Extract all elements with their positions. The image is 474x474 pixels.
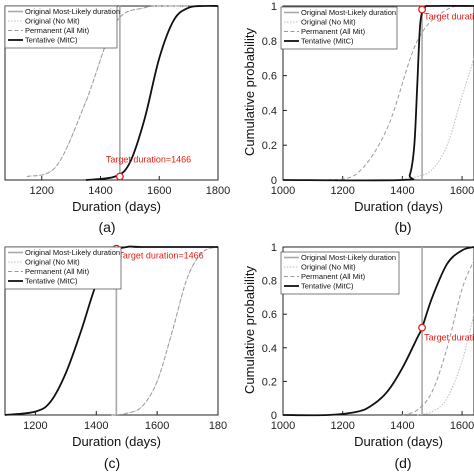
panel-caption: (c): [104, 455, 120, 471]
legend-label: Tentative (MitC): [25, 36, 78, 45]
chart-panel-d: 1000 1200 1400 1600 0 0.2 0.4 0.6 0.8 1 Duration (…: [242, 242, 474, 471]
x-tick-label: 1200: [330, 420, 354, 432]
plot-area: [283, 4, 474, 182]
legend-box: [4, 246, 122, 290]
plot-frame: [282, 246, 474, 416]
series-line-all-mit: [111, 246, 218, 416]
x-tick-label: 180: [209, 420, 227, 432]
legend-label: Original (No Mit): [301, 18, 356, 27]
legend-label: Tentative (MitC): [301, 37, 354, 46]
legend-label: Original (No Mit): [25, 17, 80, 26]
target-marker: [418, 323, 427, 332]
legend-label: Tentative (MitC): [301, 282, 354, 291]
x-axis-label: Duration (days): [354, 434, 443, 449]
target-marker: [418, 5, 427, 14]
x-tick-label: 1400: [390, 420, 414, 432]
target-annotation: Target duratio: [424, 333, 474, 343]
y-tick-label: 0.2: [262, 140, 277, 152]
x-tick-label: 1600: [450, 420, 474, 432]
legend-label: Permanent (All Mit): [301, 272, 366, 281]
legend-label: Tentative (MitC): [25, 277, 78, 286]
x-axis-label: Duration (days): [72, 199, 161, 214]
y-tick-label: 0.6: [262, 71, 277, 83]
legend-label: Permanent (All Mit): [25, 26, 90, 35]
panel-caption: (a): [98, 219, 115, 235]
x-tick-label: 1000: [271, 420, 295, 432]
panel-caption: (b): [394, 219, 411, 235]
x-tick-label: 1600: [145, 420, 169, 432]
x-tick-label: 1400: [88, 185, 112, 197]
x-tick-label: 1600: [147, 185, 171, 197]
y-tick-label: 0.8: [262, 276, 277, 288]
chart-panel-b: 1000 1200 1400 1600 0 0.2 0.4 0.6 0.8 1 Duration (…: [242, 1, 474, 235]
y-tick-label: 0.4: [262, 343, 277, 355]
y-tick-label: 0.4: [262, 105, 277, 117]
target-marker: [115, 172, 124, 181]
chart-panel-c: 1200 1400 1600 180 Duration (days) Target dur…: [4, 244, 227, 471]
legend-label: Original (No Mit): [301, 263, 356, 272]
target-annotation: Target duration=1466: [106, 155, 191, 165]
y-axis-label: Cumulative probability: [242, 266, 257, 394]
x-axis-label: Duration (days): [72, 434, 161, 449]
legend-box: [4, 5, 118, 49]
legend-box: [280, 251, 400, 295]
x-tick-label: 1400: [84, 420, 108, 432]
y-tick-label: 1: [271, 242, 277, 254]
y-tick-label: 1: [271, 1, 277, 13]
series-line-no-mit: [111, 246, 218, 416]
panel-caption: (d): [394, 455, 411, 471]
chart-panel-a: 1200 1400 1600 1800 Duration (days) Target du…: [4, 4, 230, 235]
x-tick-label: 1600: [450, 185, 474, 197]
series-line-mitc: [283, 4, 474, 182]
x-axis-label: Duration (days): [354, 199, 443, 214]
legend-label: Original Most-Likely duration: [301, 253, 396, 262]
series-line-all-mit: [327, 5, 474, 181]
y-axis-label: Cumulative probability: [242, 28, 257, 156]
y-tick-label: 0.8: [262, 36, 277, 48]
legend-label: Original (No Mit): [25, 258, 80, 267]
series-line-mitc: [5, 245, 218, 416]
y-tick-label: 0.2: [262, 376, 277, 388]
x-tick-label: 1200: [330, 185, 354, 197]
y-tick-label: 0.6: [262, 309, 277, 321]
x-tick-label: 1200: [23, 420, 47, 432]
target-annotation: Target duration=1466: [118, 251, 203, 261]
x-tick-label: 1800: [206, 185, 230, 197]
y-tick-label: 0: [271, 175, 277, 187]
legend-label: Permanent (All Mit): [25, 267, 90, 276]
x-tick-label: 1200: [29, 185, 53, 197]
legend-label: Original Most-Likely duration: [25, 248, 120, 257]
legend-label: Original Most-Likely duration: [25, 7, 120, 16]
x-tick-label: 1400: [390, 185, 414, 197]
target-annotation: Target duration: [424, 11, 474, 21]
series-line-all-mit: [402, 260, 474, 416]
x-tick-label: 1000: [271, 185, 295, 197]
series-line-no-mit: [417, 314, 474, 416]
series-line-mitc: [283, 246, 474, 417]
legend-label: Permanent (All Mit): [301, 27, 366, 36]
series-line-no-mit: [396, 58, 474, 181]
legend-box: [280, 6, 398, 50]
y-tick-label: 0: [271, 410, 277, 422]
legend-label: Original Most-Likely duration: [301, 8, 396, 17]
